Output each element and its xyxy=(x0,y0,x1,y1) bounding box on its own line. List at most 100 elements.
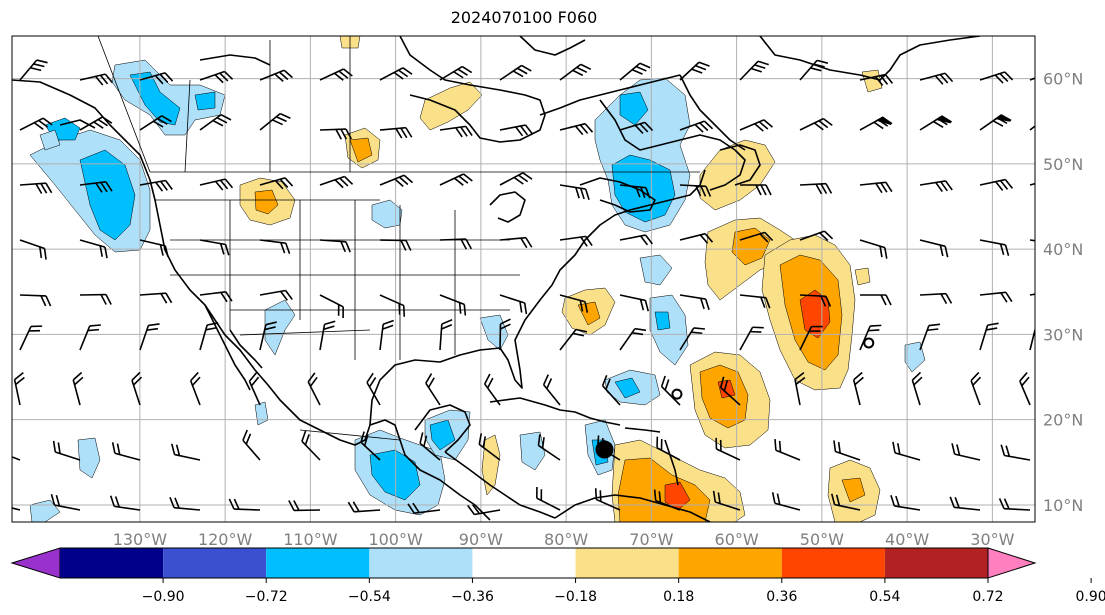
wind-barb xyxy=(79,73,114,86)
colorbar-under-extension xyxy=(10,547,61,579)
wind-barb xyxy=(199,114,232,131)
wind-barb xyxy=(319,294,344,318)
wind-barb xyxy=(890,495,921,511)
wind-barb xyxy=(1029,177,1035,186)
wind-barb xyxy=(439,65,473,81)
wind-barb xyxy=(919,292,953,305)
wind-barb xyxy=(301,430,321,461)
wind-barb xyxy=(739,231,774,243)
wind-barb xyxy=(1019,372,1031,406)
wind-barb xyxy=(139,115,172,131)
wind-barb xyxy=(139,239,169,257)
wind-barb xyxy=(830,493,861,511)
wind-barb xyxy=(979,178,1014,191)
wind-barb xyxy=(439,294,467,316)
wind-barb xyxy=(499,124,533,137)
wind-barb xyxy=(739,294,771,309)
wind-barb xyxy=(619,121,654,134)
anomaly-contour xyxy=(731,227,771,266)
wind-barb xyxy=(499,64,532,81)
wind-barb xyxy=(199,322,219,351)
wind-barb xyxy=(52,440,81,461)
lon-tick-label: 80°W xyxy=(544,530,588,549)
open-circle-marker xyxy=(863,337,875,349)
wind-barb xyxy=(72,371,84,406)
colorbar-tick-label: 0.18 xyxy=(663,589,694,605)
lon-tick-label: 120°W xyxy=(198,530,253,549)
wind-barb xyxy=(919,239,949,258)
wind-barb xyxy=(242,429,261,461)
wind-barb xyxy=(379,319,394,351)
anomaly-contour xyxy=(29,499,61,522)
wind-barb xyxy=(199,70,234,84)
wind-barb xyxy=(1029,324,1035,351)
wind-barb xyxy=(619,327,647,351)
wind-barb xyxy=(911,371,923,406)
anomaly-contour xyxy=(619,91,649,126)
wind-barb xyxy=(319,68,353,81)
coastlines xyxy=(12,36,981,522)
colorbar-tick-label: 0.54 xyxy=(869,589,900,605)
wind-barb xyxy=(799,325,823,351)
wind-barb xyxy=(379,67,413,81)
map-markers xyxy=(595,337,875,459)
wind-barb xyxy=(859,116,893,131)
wind-barb xyxy=(979,114,1012,131)
wind-barb xyxy=(379,239,412,251)
anomaly-contour xyxy=(654,311,671,331)
lon-tick-label: 40°W xyxy=(885,530,929,549)
wind-barb xyxy=(679,327,705,351)
wind-barb xyxy=(139,179,173,192)
wind-barb xyxy=(109,495,141,511)
wind-barb xyxy=(478,433,501,461)
wind-barb xyxy=(979,71,1014,84)
wind-barb xyxy=(248,372,261,406)
wind-barb xyxy=(998,498,1031,511)
wind-barb xyxy=(679,294,710,310)
colorbar: −0.90 −0.72 −0.54 −0.36 −0.18 0.18 0.36 0.54 0.7… xyxy=(10,547,1105,605)
wind-barb xyxy=(919,115,953,131)
wind-barb xyxy=(601,374,621,406)
wind-barb xyxy=(1029,113,1035,131)
wind-barb xyxy=(1029,290,1035,296)
colorbar-outline xyxy=(60,547,988,579)
anomaly-contour xyxy=(349,137,373,163)
anomaly-contour xyxy=(429,419,456,451)
wind-barb xyxy=(170,443,201,461)
wind-barb xyxy=(919,323,941,351)
wind-barb xyxy=(199,178,234,191)
wind-barb xyxy=(19,182,53,194)
wind-barb xyxy=(139,323,160,351)
open-circle-marker xyxy=(671,388,683,400)
wind-barb xyxy=(799,117,833,131)
lat-tick-label: 50°N xyxy=(1043,155,1083,174)
wind-barb xyxy=(719,376,741,406)
anomaly-contour xyxy=(639,254,673,286)
wind-barb xyxy=(131,371,143,406)
colorbar-tick-label: −0.54 xyxy=(348,589,391,605)
wind-barb xyxy=(794,372,806,406)
wind-barb xyxy=(12,502,21,511)
wind-barb xyxy=(379,126,413,139)
wind-barb xyxy=(559,122,594,136)
wind-barb xyxy=(919,72,954,85)
colorbar-tick-label: 0.90 xyxy=(1076,589,1105,605)
wind-barb xyxy=(679,232,714,244)
lat-tick-label: 40°N xyxy=(1043,240,1083,259)
wind-barb xyxy=(970,371,982,406)
wind-barb xyxy=(739,326,764,351)
wind-barb xyxy=(79,116,113,131)
wind-barb xyxy=(679,184,712,197)
wind-barb xyxy=(439,238,473,250)
wind-barb xyxy=(79,239,108,259)
wind-barb xyxy=(228,498,261,511)
anomaly-contour xyxy=(841,477,866,503)
wind-barb xyxy=(319,320,336,351)
colorbar-segment xyxy=(678,548,782,578)
colorbar-tick-label: −0.72 xyxy=(245,589,288,605)
wind-barb xyxy=(259,112,291,131)
colorbar-segment xyxy=(163,548,267,578)
political-borders xyxy=(97,36,700,441)
colorbar-segment xyxy=(60,548,164,578)
colorbar-segment xyxy=(472,548,576,578)
